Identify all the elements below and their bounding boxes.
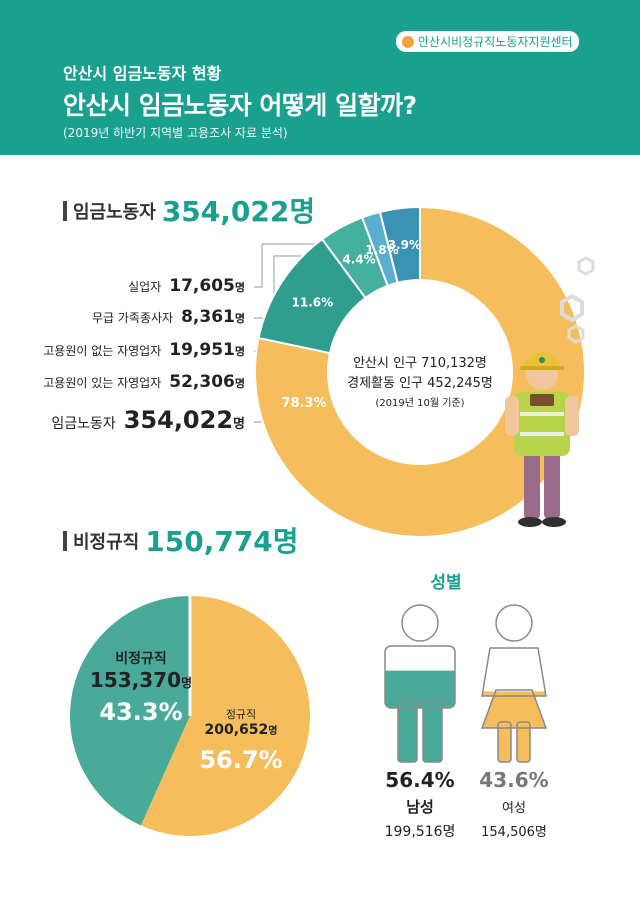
- pie-label-percent: 56.7%: [199, 746, 283, 774]
- legend-name: 고용원이 있는 자영업자: [43, 376, 162, 390]
- legend-unit: 명: [234, 281, 245, 294]
- gender-female-percent: 43.6%: [479, 768, 549, 792]
- legend-value: 17,605: [169, 276, 235, 296]
- pie-label-value: 153,370: [89, 668, 182, 692]
- section-bar: [63, 201, 67, 221]
- legend-unit: 명: [233, 417, 245, 432]
- donut-chart: [254, 205, 586, 538]
- page-subtitle: 안산시 임금노동자 현황: [63, 64, 222, 83]
- pie-slice-regular: [140, 596, 310, 836]
- legend-unemployed: 실업자 17,605명: [128, 276, 245, 296]
- gender-male-count: 199,516명: [384, 824, 456, 840]
- male-figure-icon: [384, 604, 456, 763]
- pie-label-regular: 정규직 200,652명 56.7%: [196, 706, 286, 774]
- section-value: 354,022명: [161, 195, 316, 228]
- section-bar: [63, 531, 67, 551]
- legend-unit: 명: [234, 377, 245, 390]
- legend-unpaid-family: 무급 가족종사자 8,361명: [92, 307, 245, 327]
- brand-badge: 안산시비정규직노동자지원센터: [396, 31, 579, 52]
- donut-percent-label: 4.4%: [342, 252, 375, 266]
- donut-percent-label: 3.9%: [388, 238, 421, 252]
- legend-value: 354,022: [123, 406, 234, 434]
- gender-female: 43.6% 여성 154,506명: [454, 768, 574, 840]
- pie-label-unit: 명: [181, 676, 193, 690]
- leaf-logo-icon: [402, 36, 414, 48]
- gender-female-count: 154,506명: [481, 825, 547, 840]
- legend-self-employed-with-staff: 고용원이 있는 자영업자 52,306명: [43, 372, 245, 392]
- section-label: 임금노동자: [73, 202, 156, 223]
- gender-title: 성별: [430, 573, 462, 593]
- section-irregular-title: 비정규직 150,774명: [63, 520, 299, 560]
- donut-percent-labels: 78.3% 11.6% 4.4%1.8%3.9%: [282, 238, 421, 411]
- male-fill-level: [385, 670, 455, 762]
- legend-value: 52,306: [169, 372, 235, 392]
- pie-label-name: 정규직: [225, 708, 257, 721]
- legend-value: 19,951: [169, 340, 235, 360]
- section-wage-workers-title: 임금노동자 354,022명: [63, 190, 315, 230]
- hexagon-decoration-icon: [567, 324, 585, 344]
- donut-slice-wage-workers: [254, 205, 586, 538]
- pie-label-unit: 명: [268, 726, 278, 737]
- section-label: 비정규직: [73, 532, 140, 553]
- legend-value: 8,361: [181, 307, 235, 327]
- pie-slice-irregular: [69, 596, 190, 826]
- legend-unit: 명: [234, 345, 245, 358]
- legend-name: 고용원이 없는 자영업자: [43, 344, 162, 358]
- legend-name: 임금노동자: [51, 416, 116, 432]
- gender-male-label: 남성: [406, 798, 434, 816]
- donut-percent-label: 11.6%: [292, 296, 334, 310]
- page-title: 안산시 임금노동자 어떻게 일할까?: [63, 91, 417, 120]
- donut-center-population: 안산시 인구 710,132명: [353, 356, 487, 371]
- donut-percent-label: 78.3%: [282, 396, 327, 411]
- pie-label-value: 200,652: [204, 722, 269, 738]
- gender-male: 56.4% 남성 199,516명: [360, 768, 480, 841]
- employment-type-pie: [69, 596, 310, 836]
- hexagon-decoration-icon: [560, 293, 584, 323]
- donut-center-date: (2019년 10월 기준): [375, 398, 465, 409]
- pie-label-percent: 43.3%: [99, 698, 183, 726]
- header-banner: 안산시비정규직노동자지원센터 안산시 임금노동자 현황 안산시 임금노동자 어떻…: [0, 0, 640, 155]
- page-note: (2019년 하반기 지역별 고용조사 자료 분석): [63, 126, 288, 140]
- section-value: 150,774명: [145, 525, 299, 558]
- female-fill-level: [482, 691, 546, 762]
- legend-self-employed-no-staff: 고용원이 없는 자영업자 19,951명: [43, 340, 245, 360]
- pie-label-name: 비정규직: [115, 651, 167, 667]
- gender-male-percent: 56.4%: [385, 768, 455, 792]
- legend-name: 무급 가족종사자: [91, 311, 174, 325]
- female-figure-icon: [480, 604, 548, 763]
- hexagon-decoration-icon: [577, 256, 595, 276]
- pie-label-irregular: 비정규직 153,370명 43.3%: [86, 648, 196, 726]
- donut-center-active-population: 경제활동 인구 452,245명: [347, 376, 493, 391]
- legend-wage-workers: 임금노동자 354,022명: [51, 406, 245, 434]
- donut-percent-label: 1.8%: [365, 243, 398, 257]
- donut-slice-unemployed: [378, 205, 421, 284]
- worker-illustration-icon: [505, 352, 579, 527]
- gender-female-label: 여성: [502, 801, 526, 816]
- legend-unit: 명: [234, 312, 245, 325]
- legend-name: 실업자: [128, 280, 162, 294]
- brand-name: 안산시비정규직노동자지원센터: [418, 35, 573, 49]
